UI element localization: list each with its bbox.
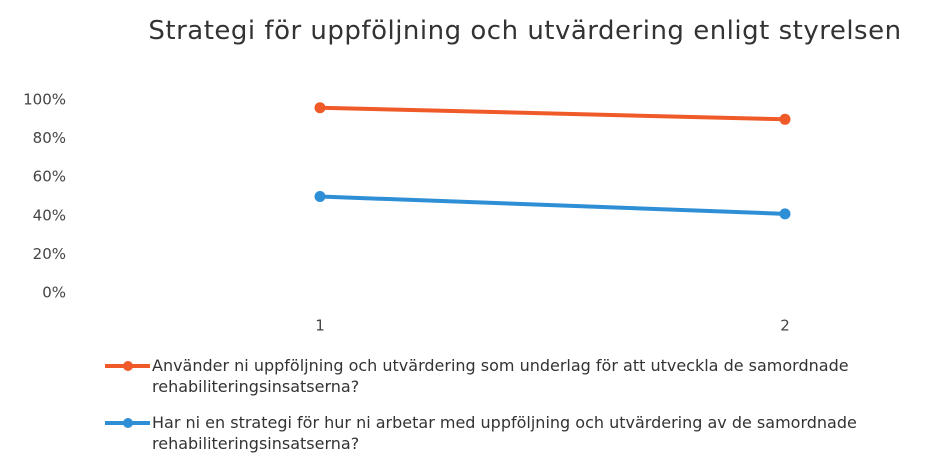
y-tick-label: 20% <box>33 245 66 263</box>
y-tick-label: 100% <box>23 91 66 109</box>
point <box>779 208 791 220</box>
y-tick-label: 0% <box>42 284 66 302</box>
point <box>779 113 791 125</box>
point <box>314 191 326 202</box>
x-tick-label: 2 <box>780 317 790 335</box>
legend-label: Använder ni uppföljning och utvärdering … <box>152 356 849 396</box>
point <box>314 102 326 114</box>
y-tick-label: 60% <box>33 168 66 186</box>
series-line <box>318 105 787 122</box>
y-tick-label: 80% <box>33 129 66 147</box>
legend-marker <box>123 418 133 428</box>
y-tick-label: 40% <box>33 206 66 224</box>
series-line <box>318 194 787 216</box>
legend-marker <box>123 361 133 371</box>
x-tick-label: 1 <box>315 317 325 335</box>
chart-title: Strategi för uppföljning och utvärdering… <box>148 16 902 46</box>
legend-label: Har ni en strategi för hur ni arbetar me… <box>152 413 857 453</box>
